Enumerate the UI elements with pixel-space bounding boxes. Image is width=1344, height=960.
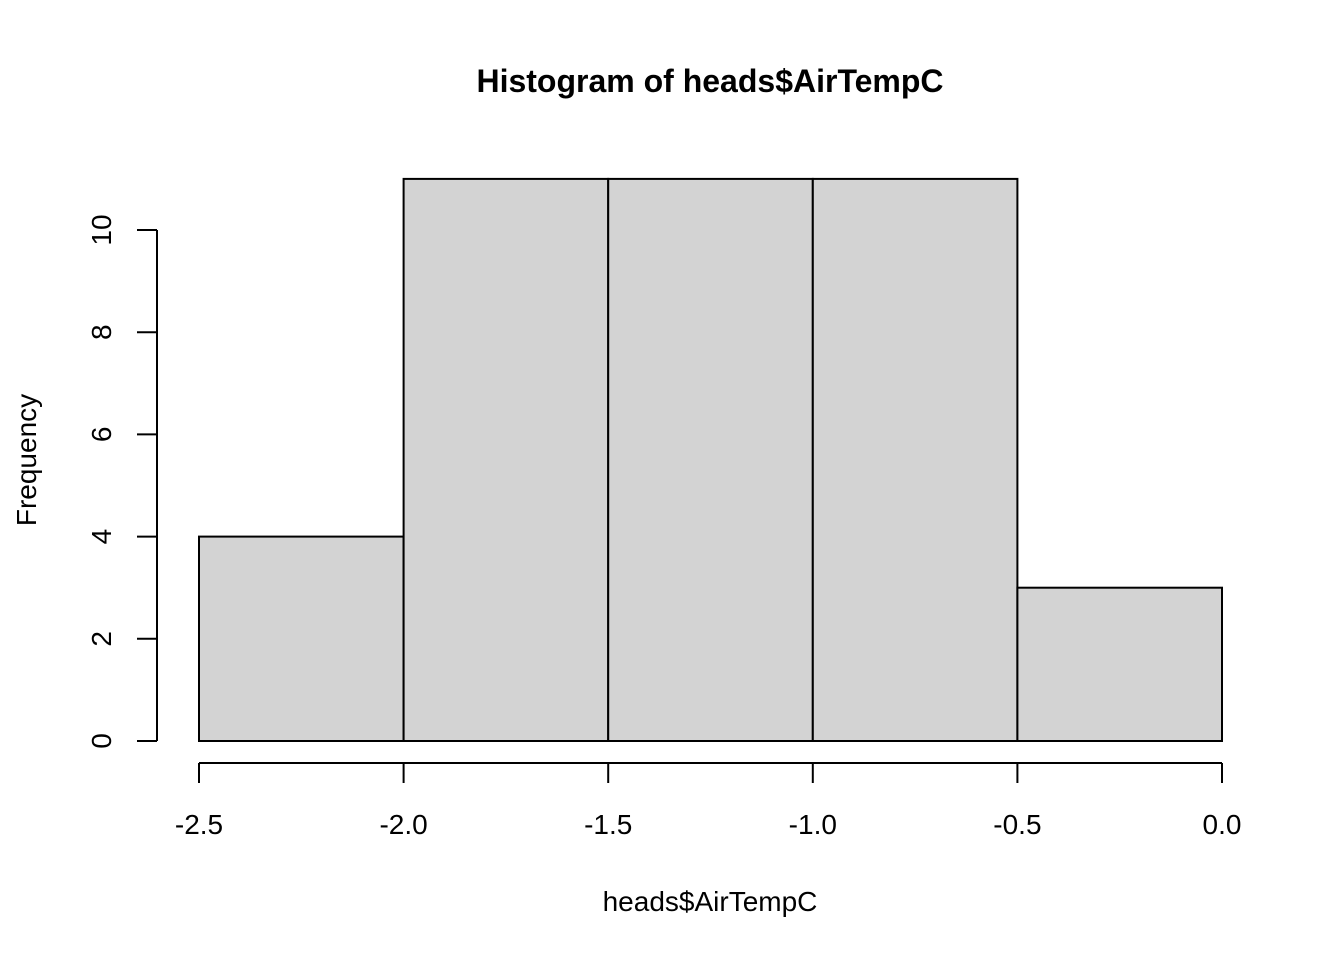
y-tick-label: 2 [86,631,117,647]
x-axis: -2.5 -2.0 -1.5 -1.0 -0.5 0.0 [175,762,1242,840]
y-tick-label: 0 [86,733,117,749]
x-tick-label: -2.5 [175,809,223,840]
x-tick-label: 0.0 [1203,809,1242,840]
histogram-bar-4 [811,177,1019,742]
x-tick-label: -1.5 [584,809,632,840]
x-tick-label: -0.5 [993,809,1041,840]
histogram-bar-2 [402,177,610,742]
y-tick-label: 6 [86,427,117,443]
histogram-bar-1 [198,535,405,742]
y-tick-label: 10 [86,214,117,245]
y-tick-label: 4 [86,529,117,545]
chart-title: Histogram of heads$AirTempC [476,63,943,99]
histogram-bar-3 [607,177,814,742]
y-tick-label: 8 [86,324,117,340]
x-axis-label: heads$AirTempC [603,886,818,917]
y-axis: 0 2 4 6 8 10 [86,214,158,749]
x-tick-label: -2.0 [379,809,427,840]
x-tick-label: -1.0 [789,809,837,840]
y-axis-label: Frequency [11,394,42,526]
bars-group [198,177,1224,743]
histogram-bar-5 [1016,586,1224,743]
